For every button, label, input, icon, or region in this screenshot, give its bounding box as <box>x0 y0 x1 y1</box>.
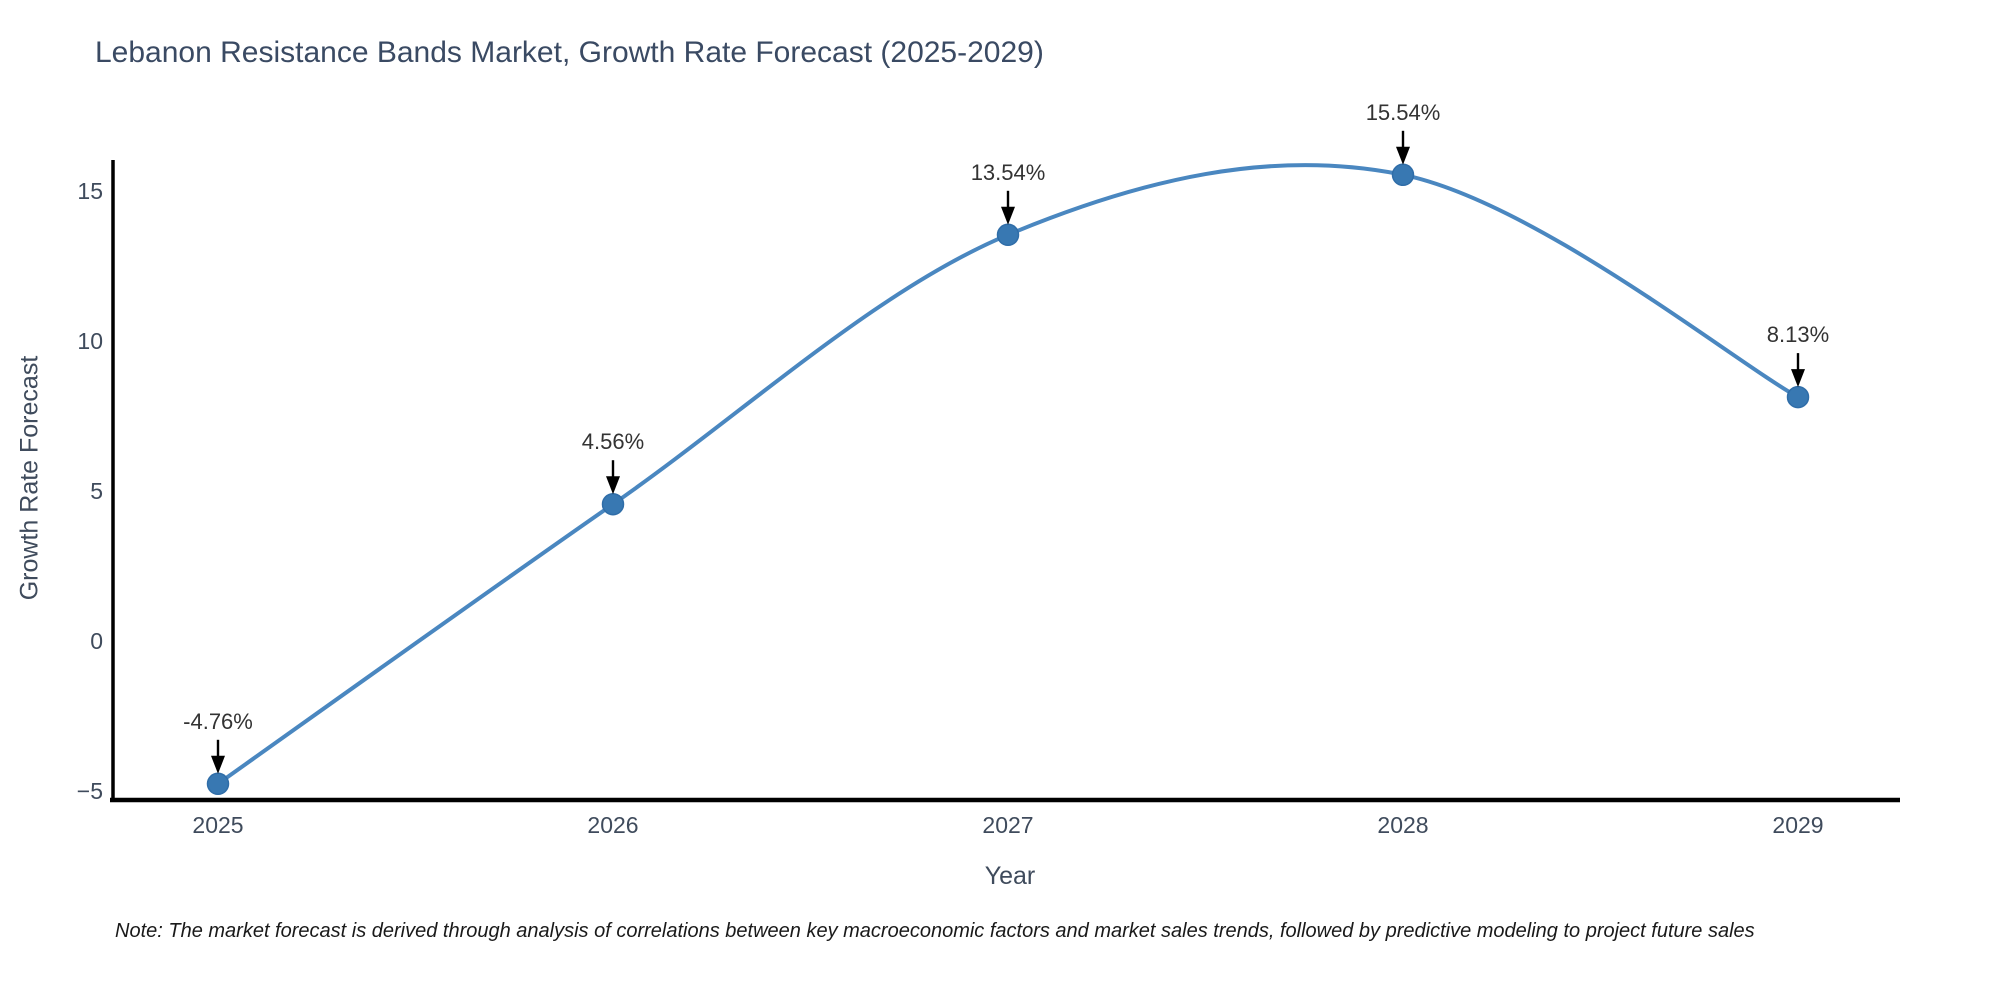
data-point-marker <box>206 772 230 796</box>
data-point-marker <box>1391 163 1415 187</box>
chart-note: Note: The market forecast is derived thr… <box>115 920 1755 942</box>
point-annotation-label: 15.54% <box>1366 100 1441 125</box>
point-annotation-label: 8.13% <box>1767 322 1829 347</box>
y-tick-label: 0 <box>90 628 103 654</box>
x-axis-title: Year <box>984 862 1036 890</box>
data-point-marker <box>601 492 625 516</box>
data-point-marker <box>996 223 1020 247</box>
point-annotation-label: 4.56% <box>582 429 644 454</box>
chart-title: Lebanon Resistance Bands Market, Growth … <box>95 36 1044 69</box>
x-tick-label: 2029 <box>1772 812 1823 838</box>
annotation-arrowhead-icon <box>1001 206 1015 225</box>
y-tick-label: 15 <box>77 178 103 204</box>
data-point-marker <box>1786 385 1810 409</box>
point-annotation-label: -4.76% <box>183 709 253 734</box>
trend-line <box>216 163 1800 786</box>
x-tick-label: 2027 <box>982 812 1033 838</box>
y-tick-label: 5 <box>90 478 103 504</box>
annotation-arrowhead-icon <box>211 755 225 774</box>
annotation-arrowhead-icon <box>1791 369 1805 388</box>
y-tick-label: 10 <box>77 328 103 354</box>
annotation-arrowhead-icon <box>606 476 620 495</box>
y-tick-label: −5 <box>77 778 103 804</box>
x-tick-label: 2026 <box>587 812 638 838</box>
x-tick-label: 2025 <box>192 812 243 838</box>
annotation-arrowhead-icon <box>1396 146 1410 165</box>
point-annotation-label: 13.54% <box>971 160 1046 185</box>
x-tick-label: 2028 <box>1377 812 1428 838</box>
